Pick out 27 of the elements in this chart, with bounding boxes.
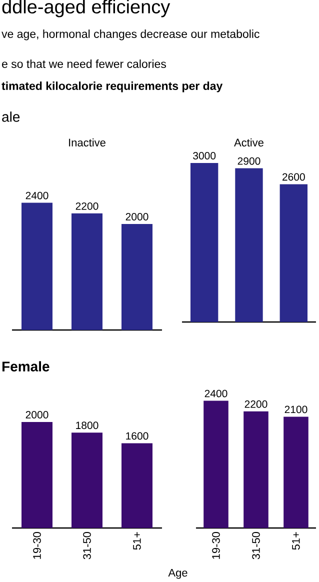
data-label: 2200 xyxy=(244,400,268,408)
text: e so that we need fewer calories xyxy=(2,60,166,68)
x-tick-label: 51+ xyxy=(133,532,141,550)
x-tick-label: 19-30 xyxy=(33,532,41,559)
chart-subtitle: ve age, hormonal changes decrease our metabolic xyxy=(2,30,260,40)
data-label: 2000 xyxy=(26,411,48,418)
data-label: 1800 xyxy=(76,422,98,430)
data-label: 2900 xyxy=(238,157,260,165)
x-axis-title: Age xyxy=(168,568,188,579)
data-label: 2400 xyxy=(204,390,228,398)
data-label: 2400 xyxy=(26,192,48,200)
x-tick-label: 31-50 xyxy=(252,532,260,560)
text: Female xyxy=(2,361,50,372)
data-label: 2200 xyxy=(76,202,98,210)
chart-title: ddle-aged efficiency xyxy=(2,0,170,18)
data-label: 2000 xyxy=(126,213,148,220)
text: Inactive xyxy=(69,138,106,146)
text: timated kilocalorie requirements per day xyxy=(2,82,223,92)
data-label: 1600 xyxy=(126,432,148,440)
x-tick-label: 31-50 xyxy=(83,532,91,560)
text: ale xyxy=(2,112,20,122)
text: Active xyxy=(234,138,264,146)
x-tick-label: 51+ xyxy=(292,532,300,550)
x-tick-label: 19-30 xyxy=(212,532,220,559)
data-label: 2100 xyxy=(284,406,308,414)
data-label: 2600 xyxy=(282,173,305,181)
data-label: 3000 xyxy=(193,152,216,160)
